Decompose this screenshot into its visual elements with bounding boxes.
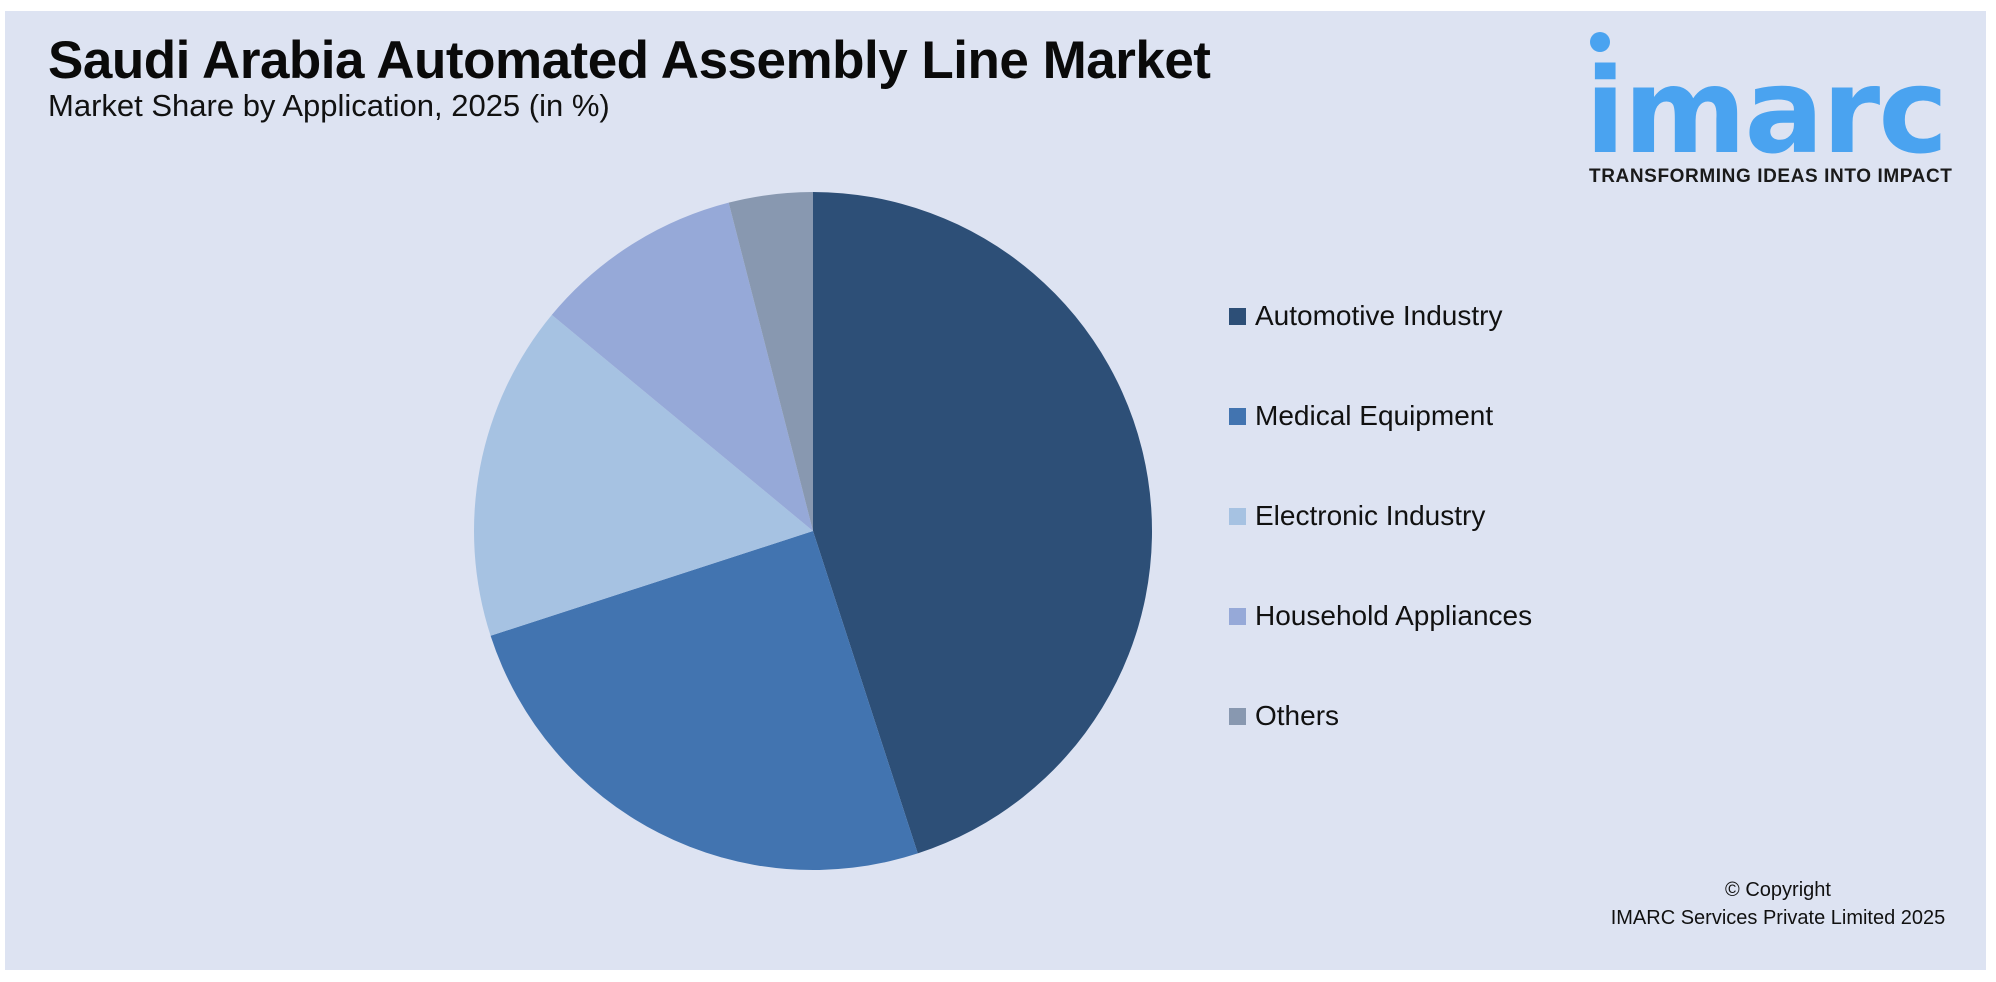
chart-title: Saudi Arabia Automated Assembly Line Mar… — [48, 31, 1211, 90]
legend-swatch-icon — [1229, 607, 1246, 625]
pie-slice-electronic-industry — [473, 314, 813, 636]
legend-label: Automotive Industry — [1255, 300, 1503, 331]
legend-item-household-appliances: Household Appliances — [1229, 600, 1532, 632]
legend-swatch-icon — [1229, 307, 1246, 325]
imarc-logo: imarc — [1585, 32, 1948, 180]
legend-label: Others — [1255, 700, 1340, 731]
copyright-line-1: © Copyright — [1725, 879, 1831, 901]
pie-slice-automotive-industry — [813, 192, 1153, 854]
legend-label: Household Appliances — [1255, 600, 1533, 631]
legend-item-electronic-industry: Electronic Industry — [1229, 500, 1485, 532]
legend-label: Electronic Industry — [1255, 500, 1486, 531]
pie-slice-others — [728, 192, 813, 531]
pie-slice-household-appliances — [551, 202, 813, 531]
legend-swatch-icon — [1229, 407, 1246, 425]
legend-swatch-icon — [1229, 707, 1246, 725]
legend-item-others: Others — [1229, 700, 1339, 732]
pie-slice-medical-equipment — [490, 531, 918, 871]
logo-tagline: TRANSFORMING IDEAS INTO IMPACT — [1589, 166, 1953, 187]
chart-subtitle: Market Share by Application, 2025 (in %) — [48, 88, 610, 123]
logo-dot-icon — [1590, 32, 1610, 52]
legend-label: Medical Equipment — [1255, 400, 1494, 431]
copyright-notice: © Copyright IMARC Services Private Limit… — [1560, 876, 1996, 932]
copyright-line-2: IMARC Services Private Limited 2025 — [1610, 907, 1946, 929]
legend-swatch-icon — [1229, 507, 1246, 525]
legend-item-medical-equipment: Medical Equipment — [1229, 400, 1493, 432]
legend-item-automotive-industry: Automotive Industry — [1229, 300, 1502, 332]
logo-wordmark: imarc — [1585, 42, 1946, 180]
